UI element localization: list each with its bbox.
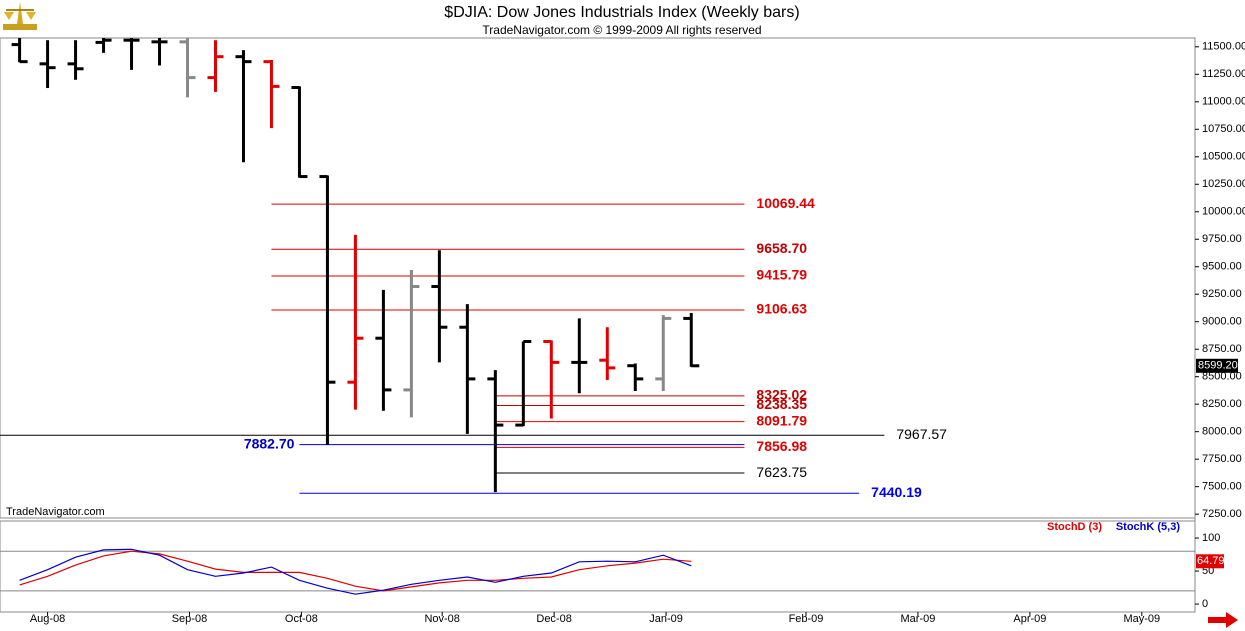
y-tick-label: 8250.00 bbox=[1202, 398, 1242, 410]
y-tick-label: 8500.00 bbox=[1202, 371, 1242, 383]
level-label: 9106.63 bbox=[756, 301, 807, 317]
y-tick-label: 100 bbox=[1202, 532, 1220, 544]
last-price-label: 8599.20 bbox=[1198, 360, 1238, 372]
level-label: 10069.44 bbox=[756, 195, 815, 211]
logo bbox=[3, 2, 37, 30]
x-tick-label: Aug-08 bbox=[30, 613, 65, 625]
y-tick-label: 0 bbox=[1202, 598, 1208, 610]
legend-entry: StochK (5,3) bbox=[1116, 521, 1181, 533]
y-tick-label: 11250.00 bbox=[1202, 68, 1245, 80]
stoch-plot bbox=[0, 548, 1195, 595]
level-label: 7440.19 bbox=[871, 484, 922, 500]
level-label: 7623.75 bbox=[756, 464, 807, 480]
legend-entry: StochD (3) bbox=[1047, 521, 1102, 533]
y-tick-label: 10000.00 bbox=[1202, 206, 1245, 218]
x-tick-label: Oct-08 bbox=[285, 613, 318, 625]
x-tick-label: Apr-09 bbox=[1013, 613, 1046, 625]
level-label: 7967.57 bbox=[896, 426, 947, 442]
y-tick-label: 11500.00 bbox=[1202, 41, 1245, 53]
last-price-box bbox=[1196, 358, 1238, 373]
value-label: 64.79 bbox=[1197, 555, 1225, 567]
y-tick-label: 8750.00 bbox=[1202, 343, 1242, 355]
scroll-arrow[interactable] bbox=[1208, 612, 1238, 628]
x-tick-label: Mar-09 bbox=[901, 613, 936, 625]
chart-title: $DJIA: Dow Jones Industrials Index (Week… bbox=[444, 4, 799, 21]
y-tick-label: 7750.00 bbox=[1202, 453, 1242, 465]
y-tick-label: 11000.00 bbox=[1202, 96, 1245, 108]
level-label: 7856.98 bbox=[756, 438, 807, 454]
y-tick-label: 7250.00 bbox=[1202, 508, 1242, 520]
level-label: 9658.70 bbox=[756, 240, 807, 256]
y-tick-label: 9750.00 bbox=[1202, 233, 1242, 245]
x-tick-label: Sep-08 bbox=[172, 613, 207, 625]
y-tick-label: 10750.00 bbox=[1202, 123, 1245, 135]
y-tick-label: 8000.00 bbox=[1202, 426, 1242, 438]
x-tick-label: Nov-08 bbox=[424, 613, 459, 625]
overlay: 7250.00 7500.00 7750.00 8000.00 8250.00 8500.… bbox=[30, 41, 1245, 625]
watermark: TradeNavigator.com bbox=[6, 506, 105, 518]
level-label: 8325.02 bbox=[756, 387, 807, 403]
y-tick-label: 10500.00 bbox=[1202, 151, 1245, 163]
price-plot bbox=[0, 38, 885, 494]
x-tick-label: May-09 bbox=[1123, 613, 1160, 625]
x-tick-label: Dec-08 bbox=[536, 613, 571, 625]
y-tick-label: 7500.00 bbox=[1202, 481, 1242, 493]
x-tick-label: Jan-09 bbox=[649, 613, 683, 625]
level-label: 8091.79 bbox=[756, 412, 807, 428]
level-label: 7882.70 bbox=[244, 435, 295, 451]
stoch-line bbox=[19, 548, 692, 595]
x-tick-label: Feb-09 bbox=[789, 613, 824, 625]
value-label-box bbox=[1196, 554, 1224, 569]
y-tick-label: 10250.00 bbox=[1202, 178, 1245, 190]
level-label: 8238.35 bbox=[756, 396, 807, 412]
chart-subtitle: TradeNavigator.com © 1999-2009 All right… bbox=[482, 23, 761, 37]
level-label: 9415.79 bbox=[756, 267, 807, 283]
y-tick-label: 9000.00 bbox=[1202, 316, 1242, 328]
stoch-line bbox=[19, 550, 692, 592]
y-tick-label: 9250.00 bbox=[1202, 288, 1242, 300]
y-tick-label: 9500.00 bbox=[1202, 261, 1242, 273]
